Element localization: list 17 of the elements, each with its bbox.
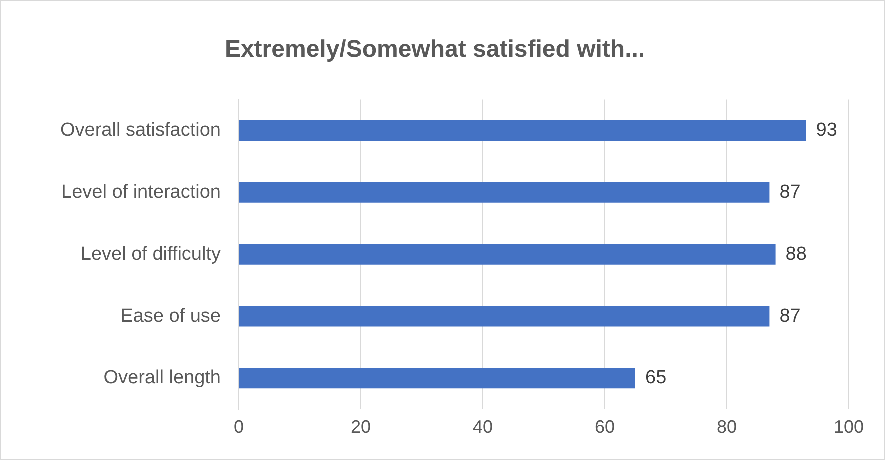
data-label: 88 <box>786 244 807 265</box>
y-tick-label: Ease of use <box>120 306 221 327</box>
x-tick-label: 40 <box>472 417 494 438</box>
x-tick-label: 60 <box>594 417 616 438</box>
y-tick-label: Overall length <box>104 368 221 389</box>
y-tick-label: Level of difficulty <box>80 244 222 265</box>
x-tick-label: 0 <box>234 417 244 438</box>
y-tick-label: Level of interaction <box>62 182 221 203</box>
x-tick-label: 100 <box>834 417 864 438</box>
y-tick-label: Overall satisfaction <box>60 120 221 141</box>
data-label: 87 <box>780 306 801 327</box>
chart-title: Extremely/Somewhat satisfied with... <box>224 36 646 64</box>
data-label: 65 <box>646 368 667 389</box>
x-tick-label: 20 <box>350 417 372 438</box>
data-label: 87 <box>780 182 801 203</box>
x-tick-label: 80 <box>716 417 738 438</box>
data-label: 93 <box>816 120 838 141</box>
